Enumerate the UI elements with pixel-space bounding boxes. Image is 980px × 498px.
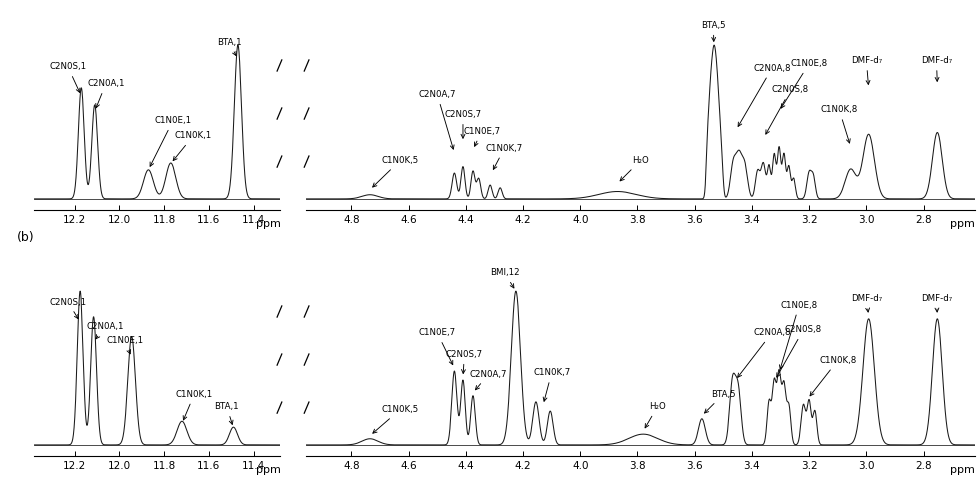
Text: ppm: ppm [951, 219, 975, 229]
Text: C1N0E,8: C1N0E,8 [781, 59, 828, 108]
Text: C1N0K,5: C1N0K,5 [372, 405, 418, 433]
Text: C1N0E,1: C1N0E,1 [150, 116, 192, 166]
Text: BTA,1: BTA,1 [217, 38, 241, 56]
Text: C1N0K,1: C1N0K,1 [173, 131, 212, 160]
Text: C2N0A,7: C2N0A,7 [470, 370, 508, 390]
Text: DMF-d₇: DMF-d₇ [851, 56, 882, 84]
Text: C2N0A,8: C2N0A,8 [738, 328, 791, 377]
Text: DMF-d₇: DMF-d₇ [921, 294, 953, 312]
Text: C1N0K,1: C1N0K,1 [175, 390, 213, 420]
Text: H₂O: H₂O [645, 402, 665, 428]
Text: ppm: ppm [256, 219, 280, 229]
Text: C1N0E,7: C1N0E,7 [463, 127, 500, 146]
Text: ppm: ppm [256, 465, 280, 475]
Text: C1N0K,7: C1N0K,7 [486, 144, 523, 169]
Text: C2N0S,1: C2N0S,1 [49, 62, 86, 93]
Text: C2N0S,8: C2N0S,8 [777, 325, 822, 377]
Text: C2N0S,7: C2N0S,7 [444, 110, 481, 138]
Text: C1N0E,1: C1N0E,1 [107, 336, 143, 354]
Text: H₂O: H₂O [620, 156, 649, 181]
Text: C1N0E,8: C1N0E,8 [779, 301, 817, 369]
Text: ppm: ppm [951, 465, 975, 475]
Text: C1N0K,8: C1N0K,8 [810, 356, 857, 396]
Text: BTA,1: BTA,1 [215, 402, 239, 424]
Text: BTA,5: BTA,5 [701, 21, 725, 41]
Text: C2N0S,8: C2N0S,8 [765, 85, 809, 134]
Text: C2N0A,8: C2N0A,8 [738, 64, 791, 126]
Text: C2N0A,1: C2N0A,1 [86, 322, 123, 339]
Text: C2N0A,7: C2N0A,7 [418, 90, 456, 149]
Text: C1N0K,7: C1N0K,7 [533, 368, 570, 401]
Text: C2N0S,1: C2N0S,1 [49, 297, 86, 319]
Text: DMF-d₇: DMF-d₇ [851, 294, 882, 312]
Text: C1N0E,7: C1N0E,7 [418, 328, 456, 365]
Text: C2N0S,7: C2N0S,7 [446, 350, 483, 374]
Text: C1N0K,5: C1N0K,5 [372, 156, 418, 187]
Text: DMF-d₇: DMF-d₇ [921, 56, 953, 81]
Text: BTA,5: BTA,5 [705, 390, 736, 413]
Text: C2N0A,1: C2N0A,1 [87, 79, 124, 108]
Text: BMI,12: BMI,12 [490, 268, 519, 288]
Text: (b): (b) [17, 231, 34, 244]
Text: C1N0K,8: C1N0K,8 [820, 105, 858, 143]
